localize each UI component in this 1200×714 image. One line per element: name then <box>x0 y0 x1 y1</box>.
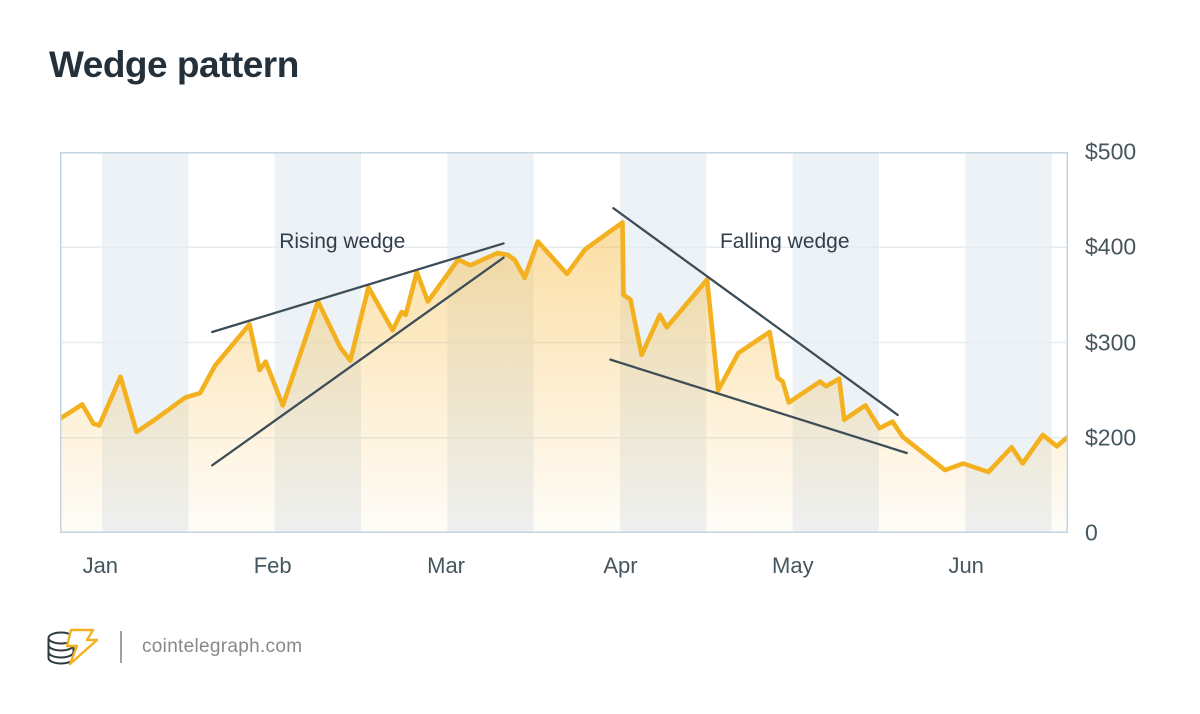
x-axis-label-jun: Jun <box>948 553 984 578</box>
rising-wedge-lower-trendline <box>211 256 505 467</box>
rising-wedge-label: Rising wedge <box>279 230 406 254</box>
x-axis-label-may: May <box>772 553 814 578</box>
footer: cointelegraph.com <box>46 626 302 668</box>
rising-wedge-upper-trendline <box>211 242 505 334</box>
x-axis-label-jan: Jan <box>82 553 119 578</box>
y-axis-label: $300 <box>1085 329 1137 355</box>
footer-site-text: cointelegraph.com <box>142 636 303 657</box>
wedge-pattern-chart <box>60 152 1068 533</box>
falling-wedge-label: Falling wedge <box>719 230 850 254</box>
price-line <box>60 220 1068 475</box>
x-axis-label-feb: Feb <box>253 553 292 578</box>
y-axis-label: 0 <box>1085 519 1098 546</box>
y-axis-label: $200 <box>1085 424 1137 451</box>
y-axis: $500 $400 $300 $200 0 <box>1085 0 1195 714</box>
falling-wedge-upper-trendline <box>612 207 899 417</box>
x-axis-label-apr: Apr <box>603 553 638 578</box>
plot-border <box>60 152 1068 533</box>
page-title: Wedge pattern <box>49 44 299 85</box>
y-axis-label: $500 <box>1085 138 1137 165</box>
x-axis-label-mar: Mar <box>427 553 466 578</box>
footer-divider <box>120 631 122 663</box>
y-axis-label: $400 <box>1085 233 1137 260</box>
price-area-fill <box>60 222 1068 533</box>
x-axis: Jan Feb Mar Apr May Jun <box>60 553 1068 585</box>
coin-stack-lightning-icon <box>47 628 99 666</box>
falling-wedge-lower-trendline <box>609 358 908 455</box>
